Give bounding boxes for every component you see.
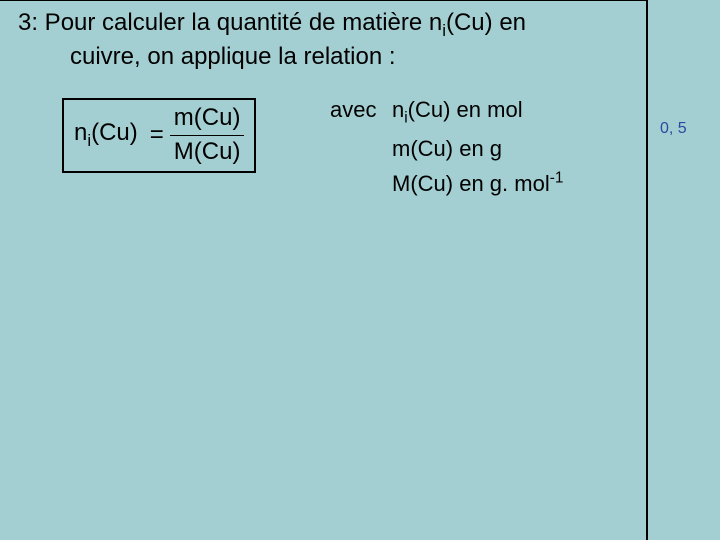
numerator: m(Cu) xyxy=(170,104,245,135)
q-line1-prefix: 3: Pour calculer la quantité de matière … xyxy=(18,9,442,36)
formula-box: ni(Cu) = m(Cu) M(Cu) xyxy=(62,98,256,173)
question-text: 3: Pour calculer la quantité de matière … xyxy=(18,8,618,72)
score-note: 0, 5 xyxy=(660,120,687,138)
equals-sign: = xyxy=(150,121,164,149)
avec-line2: m(Cu) en g xyxy=(392,131,563,166)
avec-l1-prefix: n xyxy=(392,97,404,122)
slide-main-area: 3: Pour calculer la quantité de matière … xyxy=(0,0,648,540)
formula-fraction: m(Cu) M(Cu) xyxy=(170,104,245,167)
avec-line3: M(Cu) en g. mol-1 xyxy=(392,166,563,201)
lhs-prefix: n xyxy=(74,119,87,146)
lhs-suffix: (Cu) xyxy=(91,119,138,146)
denominator: M(Cu) xyxy=(170,135,245,167)
avec-line1: ni(Cu) en mol xyxy=(392,92,563,131)
formula-lhs: ni(Cu) xyxy=(74,119,138,151)
avec-l3-prefix: M(Cu) en g. mol xyxy=(392,171,550,196)
q-line2: cuivre, on applique la relation : xyxy=(70,43,396,70)
avec-label: avec xyxy=(330,92,392,201)
units-block: avec ni(Cu) en mol m(Cu) en g M(Cu) en g… xyxy=(330,92,563,201)
formula: ni(Cu) = m(Cu) M(Cu) xyxy=(74,104,244,167)
avec-l3-sup: -1 xyxy=(550,170,564,187)
avec-l1-suffix: (Cu) en mol xyxy=(408,97,523,122)
q-line1-suffix: (Cu) en xyxy=(446,9,526,36)
